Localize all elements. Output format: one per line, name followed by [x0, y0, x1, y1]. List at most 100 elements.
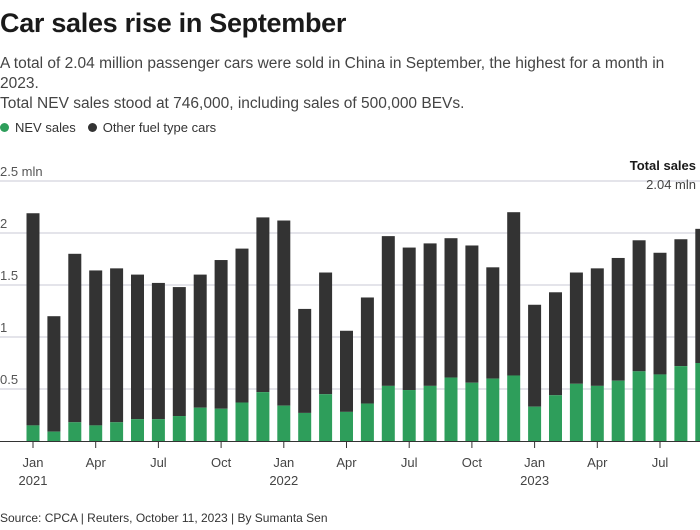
- bar-nev-2022-12: [507, 375, 521, 441]
- bar-other-2021-06: [131, 274, 144, 420]
- y-tick-label: 1: [0, 320, 7, 335]
- y-tick-label: 0.5: [0, 372, 18, 387]
- bar-other-2021-01: [26, 213, 40, 426]
- bar-nev-2021-12: [256, 392, 270, 441]
- x-tick-label: Jul: [652, 455, 669, 470]
- x-tick-year-label: 2021: [19, 473, 48, 488]
- bar-nev-2023-03: [569, 383, 583, 441]
- x-tick-label: Apr: [336, 455, 357, 470]
- y-tick-label: 2.5 mln: [0, 164, 43, 179]
- bar-other-2022-03: [319, 272, 333, 395]
- y-tick-label: 1.5: [0, 268, 18, 283]
- x-tick-year-label: 2022: [269, 473, 298, 488]
- bar-nev-2021-08: [172, 416, 186, 441]
- bar-other-2022-04: [340, 330, 353, 412]
- bar-other-2022-01: [277, 220, 291, 406]
- bar-nev-2021-03: [68, 422, 82, 441]
- x-tick-label: Apr: [587, 455, 608, 470]
- bar-nev-2021-06: [131, 419, 144, 441]
- bar-other-2022-07: [402, 247, 416, 391]
- bar-nev-2021-07: [151, 419, 165, 441]
- bar-nev-2022-07: [402, 390, 416, 441]
- bar-other-2021-11: [235, 248, 249, 403]
- x-tick-label: Jul: [401, 455, 418, 470]
- legend: NEV sales Other fuel type cars: [0, 120, 228, 135]
- bar-other-2022-10: [465, 245, 479, 383]
- bar-nev-2023-08: [674, 366, 688, 441]
- x-tick-label: Jul: [150, 455, 167, 470]
- bar-other-2021-09: [193, 274, 207, 408]
- bar-other-2022-11: [486, 267, 500, 379]
- bar-other-2021-05: [110, 268, 124, 423]
- x-tick-label: Jan: [273, 455, 294, 470]
- bar-nev-2022-10: [465, 382, 479, 441]
- bar-nev-2023-02: [549, 395, 562, 441]
- bar-nev-2022-08: [423, 385, 437, 441]
- x-tick-label: Jan: [23, 455, 44, 470]
- annotation-title: Total sales: [630, 158, 696, 173]
- legend-item-other: Other fuel type cars: [87, 120, 217, 135]
- bar-nev-2023-07: [653, 374, 667, 441]
- x-tick-label: Apr: [86, 455, 107, 470]
- legend-label-other: Other fuel type cars: [102, 120, 217, 135]
- nev-swatch-icon: [0, 123, 9, 132]
- bar-nev-2023-05: [611, 380, 625, 441]
- bars: [26, 212, 700, 441]
- bar-other-2022-05: [360, 297, 374, 404]
- bar-other-2021-12: [256, 217, 270, 393]
- bar-other-2021-03: [68, 253, 82, 423]
- bar-nev-2022-03: [319, 394, 333, 441]
- bar-nev-2023-06: [632, 371, 646, 441]
- x-tick-label: Oct: [211, 455, 232, 470]
- x-tick-label: Oct: [462, 455, 483, 470]
- bar-other-2023-07: [653, 252, 667, 375]
- bar-nev-2021-09: [193, 407, 207, 441]
- bar-nev-2022-06: [381, 385, 395, 441]
- x-axis: Jan 2021 Apr Jul Oct Jan 2022 Apr Jul Oct Jan 2023 A…: [0, 441, 700, 488]
- bar-nev-2022-11: [486, 378, 500, 441]
- legend-item-nev: NEV sales: [0, 120, 76, 135]
- total-sales-annotation: Total sales 2.04 mln: [630, 158, 696, 192]
- bar-other-2021-10: [214, 260, 228, 409]
- bar-nev-2021-04: [89, 425, 103, 441]
- other-swatch-icon: [87, 123, 97, 132]
- bar-nev-2022-05: [360, 403, 374, 441]
- bar-nev-2023-04: [590, 385, 604, 441]
- legend-label-nev: NEV sales: [15, 120, 76, 135]
- bar-nev-2023-01: [528, 406, 542, 441]
- subtitle-line-2: Total NEV sales stood at 746,000, includ…: [0, 95, 465, 112]
- bar-nev-2022-04: [340, 411, 353, 441]
- bar-other-2022-09: [444, 238, 458, 378]
- bar-other-2021-08: [172, 287, 186, 417]
- bar-other-2023-09: [695, 228, 700, 363]
- bar-nev-2023-09: [695, 363, 700, 441]
- bar-nev-2022-09: [444, 377, 458, 441]
- bar-nev-2022-01: [277, 405, 291, 441]
- bar-nev-2022-02: [298, 412, 312, 441]
- subtitle-line-1: A total of 2.04 million passenger cars w…: [0, 55, 665, 92]
- bar-other-2023-04: [590, 268, 604, 386]
- bar-other-2023-01: [528, 304, 542, 407]
- bar-other-2021-04: [89, 270, 103, 426]
- bar-other-2022-02: [298, 308, 312, 413]
- y-tick-label: 2: [0, 216, 7, 231]
- x-tick-label: Jan: [524, 455, 545, 470]
- bar-other-2022-12: [507, 212, 521, 376]
- bar-nev-2021-10: [214, 408, 228, 441]
- source-note: Source: CPCA | Reuters, October 11, 2023…: [0, 511, 328, 525]
- chart-title: Car sales rise in September: [0, 8, 347, 38]
- bar-nev-2021-01: [26, 425, 40, 441]
- bar-other-2023-08: [674, 239, 688, 367]
- x-tick-year-label: 2023: [520, 473, 549, 488]
- chart-subtitle: A total of 2.04 million passenger cars w…: [0, 54, 700, 114]
- bar-other-2022-08: [423, 243, 437, 386]
- bar-nev-2021-11: [235, 402, 249, 441]
- annotation-value: 2.04 mln: [646, 177, 696, 192]
- bar-other-2023-05: [611, 257, 625, 381]
- bar-other-2023-03: [569, 272, 583, 384]
- bar-other-2021-02: [47, 316, 61, 432]
- chart-plot: 0.5 1 1.5 2 2.5 mln Jan 2021 Apr Jul Oct Jan 2022 A…: [0, 158, 700, 488]
- bar-nev-2021-02: [47, 431, 61, 441]
- bar-nev-2021-05: [110, 422, 124, 441]
- bar-other-2021-07: [151, 282, 165, 420]
